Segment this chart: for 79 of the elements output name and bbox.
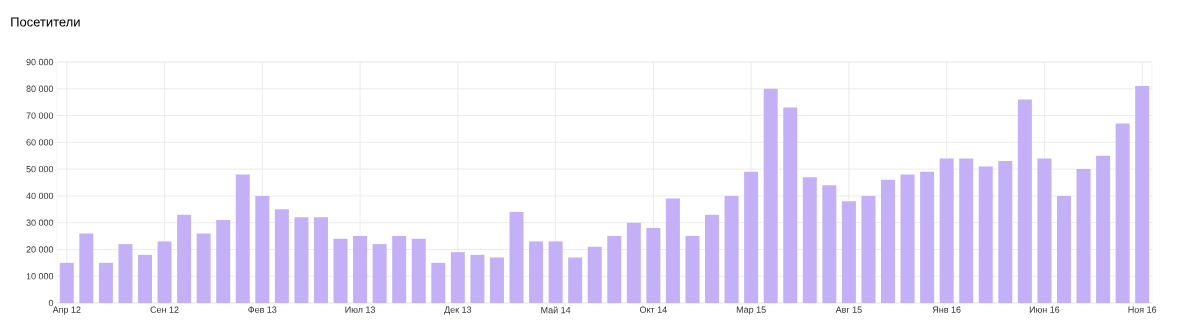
x-tick-label: Янв 16 (932, 306, 961, 313)
x-tick-label: Сен 12 (150, 306, 179, 313)
y-tick-label: 40 000 (26, 192, 54, 200)
bar (411, 238, 426, 303)
x-tick-label: Окт 14 (640, 306, 667, 313)
bar (548, 241, 563, 303)
chart-title: Посетители (11, 17, 80, 27)
bar (450, 252, 465, 303)
x-tick-label: Авг 15 (835, 306, 862, 313)
bar (724, 195, 739, 303)
bar (822, 185, 837, 303)
bar (137, 254, 152, 303)
y-tick-label: 90 000 (26, 58, 54, 66)
bar (313, 217, 328, 303)
bar (392, 236, 407, 303)
bar (646, 228, 661, 303)
bar (1017, 99, 1032, 303)
bar (763, 88, 778, 303)
bar (353, 236, 368, 303)
bar (196, 233, 211, 303)
bar (587, 246, 602, 303)
bar (900, 174, 915, 303)
bar (255, 195, 270, 303)
bar (841, 201, 856, 303)
x-tick-label: Июн 16 (1029, 306, 1060, 313)
x-tick-label: Дек 13 (444, 306, 472, 315)
y-tick-label: 0 (48, 299, 54, 307)
bar (1096, 155, 1111, 303)
bar (939, 158, 954, 303)
bar (372, 244, 387, 303)
bar (744, 171, 759, 303)
bar (294, 217, 309, 303)
y-tick-label: 20 000 (26, 246, 54, 253)
bar (920, 171, 935, 303)
bar (881, 179, 895, 303)
bar (978, 166, 993, 303)
bar (79, 233, 94, 303)
bar (861, 195, 876, 303)
x-tick-label: Май 14 (541, 306, 571, 314)
bar (509, 211, 524, 303)
bar (665, 198, 680, 303)
y-tick-label: 30 000 (26, 219, 54, 226)
bar (118, 244, 133, 303)
y-tick-label: 60 000 (26, 139, 54, 146)
bar (59, 262, 74, 303)
bar (685, 236, 700, 303)
bar (998, 161, 1013, 303)
bar (1115, 123, 1130, 303)
bar (1037, 158, 1052, 303)
bar (235, 174, 250, 303)
bar (216, 219, 231, 303)
bar (157, 241, 172, 303)
bar (333, 238, 348, 303)
bar (626, 222, 641, 303)
bar (1056, 195, 1071, 303)
y-tick-label: 70 000 (26, 112, 54, 119)
x-tick-label: Фев 13 (248, 306, 277, 313)
bar (568, 257, 583, 303)
bar (1135, 86, 1150, 303)
bar (529, 241, 544, 303)
bar (489, 257, 504, 303)
bar (705, 214, 720, 303)
y-tick-label: 50 000 (26, 165, 54, 173)
bar (959, 158, 974, 303)
bar (470, 254, 485, 303)
bar (274, 209, 289, 303)
bar (431, 262, 446, 303)
x-tick-label: Мар 15 (736, 306, 766, 315)
x-tick-label: Июл 13 (345, 306, 375, 313)
bar (177, 214, 192, 303)
bar (802, 177, 817, 303)
y-tick-label: 80 000 (26, 85, 54, 92)
bar (783, 107, 798, 303)
x-tick-label: Апр 12 (52, 306, 81, 315)
bar (1076, 169, 1091, 303)
bar (98, 262, 113, 303)
y-tick-label: 10 000 (26, 273, 54, 280)
bar (607, 236, 622, 303)
x-tick-label: Ноя 16 (1128, 306, 1157, 313)
